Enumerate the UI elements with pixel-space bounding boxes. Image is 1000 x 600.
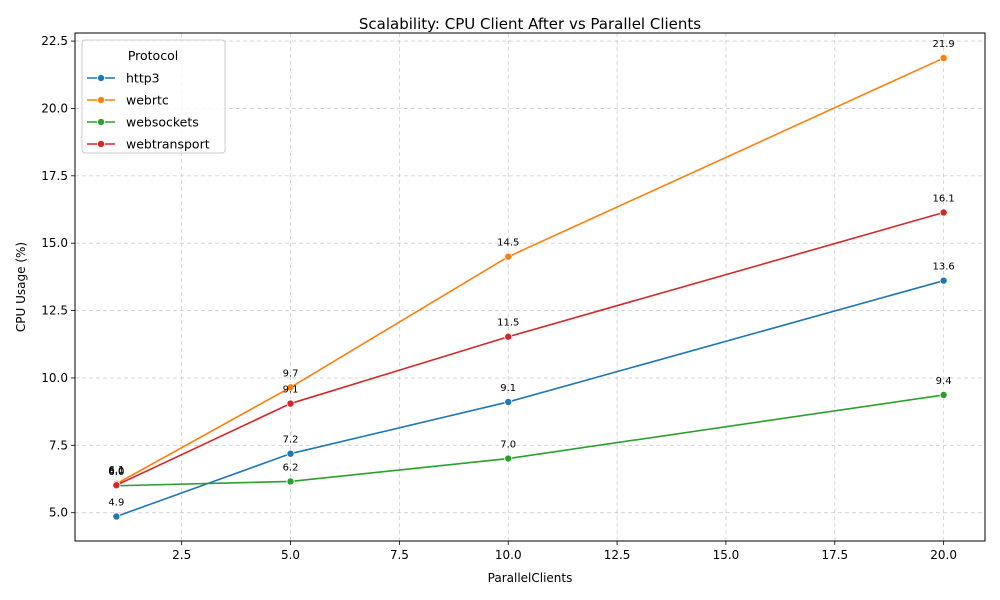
y-tick-label: 17.5 xyxy=(41,169,68,183)
data-label-http3: 9.1 xyxy=(500,383,516,394)
data-point-webtransport xyxy=(939,208,948,217)
legend-label: http3 xyxy=(126,71,160,86)
x-tick-label: 17.5 xyxy=(821,548,848,562)
series-websockets: 6.0 6.2 7.0 9.4 xyxy=(108,376,952,490)
x-tick-label: 2.5 xyxy=(172,548,191,562)
data-label-http3: 13.6 xyxy=(933,262,955,273)
x-axis: 2.5 5.0 7.5 10.0 12.5 15.0 17.5 20.0 xyxy=(172,541,957,562)
data-point-webrtc xyxy=(286,383,295,392)
y-tick-label: 7.5 xyxy=(49,438,68,452)
x-tick-label: 15.0 xyxy=(713,548,740,562)
data-point-webtransport xyxy=(504,332,513,341)
legend-swatch-marker xyxy=(97,96,106,105)
legend-title: Protocol xyxy=(128,48,178,63)
data-label-webtransport: 11.5 xyxy=(497,318,519,329)
y-tick-label: 12.5 xyxy=(41,304,68,318)
y-axis: 5.0 7.5 10.0 12.5 15.0 17.5 20.0 22.5 xyxy=(41,34,75,520)
chart-title: Scalability: CPU Client After vs Paralle… xyxy=(359,15,701,33)
legend-item-http3: http3 xyxy=(87,71,160,86)
data-point-http3 xyxy=(939,276,948,285)
data-label-websockets: 9.4 xyxy=(936,376,952,387)
legend-swatch-marker xyxy=(97,139,106,148)
x-tick-label: 12.5 xyxy=(604,548,631,562)
series-group: 4.9 7.2 9.1 13.6 6.1 9.7 14.5 21.9 6.0 6.2 7.0 9.46… xyxy=(108,39,955,521)
series-http3: 4.9 7.2 9.1 13.6 xyxy=(108,262,955,521)
legend-label: websockets xyxy=(126,115,199,130)
data-label-webrtc: 14.5 xyxy=(497,238,519,249)
series-webtransport: 6.0 9.1 11.5 16.1 xyxy=(108,193,955,490)
x-tick-label: 7.5 xyxy=(390,548,409,562)
series-line-http3 xyxy=(116,279,944,518)
data-point-http3 xyxy=(286,449,295,458)
data-label-http3: 7.2 xyxy=(283,435,299,446)
x-axis-title: ParallelClients xyxy=(488,571,573,585)
legend-label: webrtc xyxy=(126,93,169,108)
y-tick-label: 5.0 xyxy=(49,506,68,520)
legend: Protocol http3 webrtc websockets webtranspo… xyxy=(81,39,226,154)
data-point-webrtc xyxy=(939,54,948,63)
y-tick-label: 15.0 xyxy=(41,236,68,250)
data-point-websockets xyxy=(504,454,513,463)
data-point-websockets xyxy=(286,477,295,486)
data-label-http3: 4.9 xyxy=(108,497,124,508)
data-label-websockets: 6.0 xyxy=(108,467,124,478)
legend-swatch-marker xyxy=(97,74,106,83)
data-point-webrtc xyxy=(504,252,513,261)
x-tick-label: 5.0 xyxy=(281,548,300,562)
series-line-webrtc xyxy=(115,57,944,485)
legend-item-webrtc: webrtc xyxy=(87,93,169,108)
legend-box xyxy=(81,39,226,154)
data-point-http3 xyxy=(112,512,121,521)
y-tick-label: 20.0 xyxy=(41,101,68,115)
plot-area-frame xyxy=(74,32,986,542)
data-label-webrtc: 9.7 xyxy=(283,368,299,379)
legend-item-websockets: websockets xyxy=(87,115,199,130)
data-label-webtransport: 6.0 xyxy=(108,466,124,477)
data-label-webrtc: 6.1 xyxy=(108,465,124,476)
x-tick-label: 20.0 xyxy=(930,548,957,562)
legend-item-webtransport: webtransport xyxy=(87,137,210,152)
data-label-websockets: 6.2 xyxy=(283,462,299,473)
data-label-webtransport: 9.1 xyxy=(283,385,299,396)
data-point-websockets xyxy=(939,390,948,399)
data-label-webrtc: 21.9 xyxy=(933,39,955,50)
y-tick-label: 10.0 xyxy=(41,371,68,385)
data-point-http3 xyxy=(504,397,513,406)
data-point-webtransport xyxy=(112,481,121,490)
data-label-webtransport: 16.1 xyxy=(933,193,955,204)
legend-swatch-marker xyxy=(97,118,106,127)
y-axis-title: CPU Usage (%) xyxy=(14,242,28,332)
series-webrtc: 6.1 9.7 14.5 21.9 xyxy=(108,39,955,488)
series-line-websockets xyxy=(116,394,944,487)
x-tick-label: 10.0 xyxy=(495,548,522,562)
data-label-websockets: 7.0 xyxy=(500,440,516,451)
legend-label: webtransport xyxy=(126,137,210,152)
data-point-webtransport xyxy=(286,399,295,408)
y-tick-label: 22.5 xyxy=(41,34,68,48)
series-line-webtransport xyxy=(116,211,944,486)
